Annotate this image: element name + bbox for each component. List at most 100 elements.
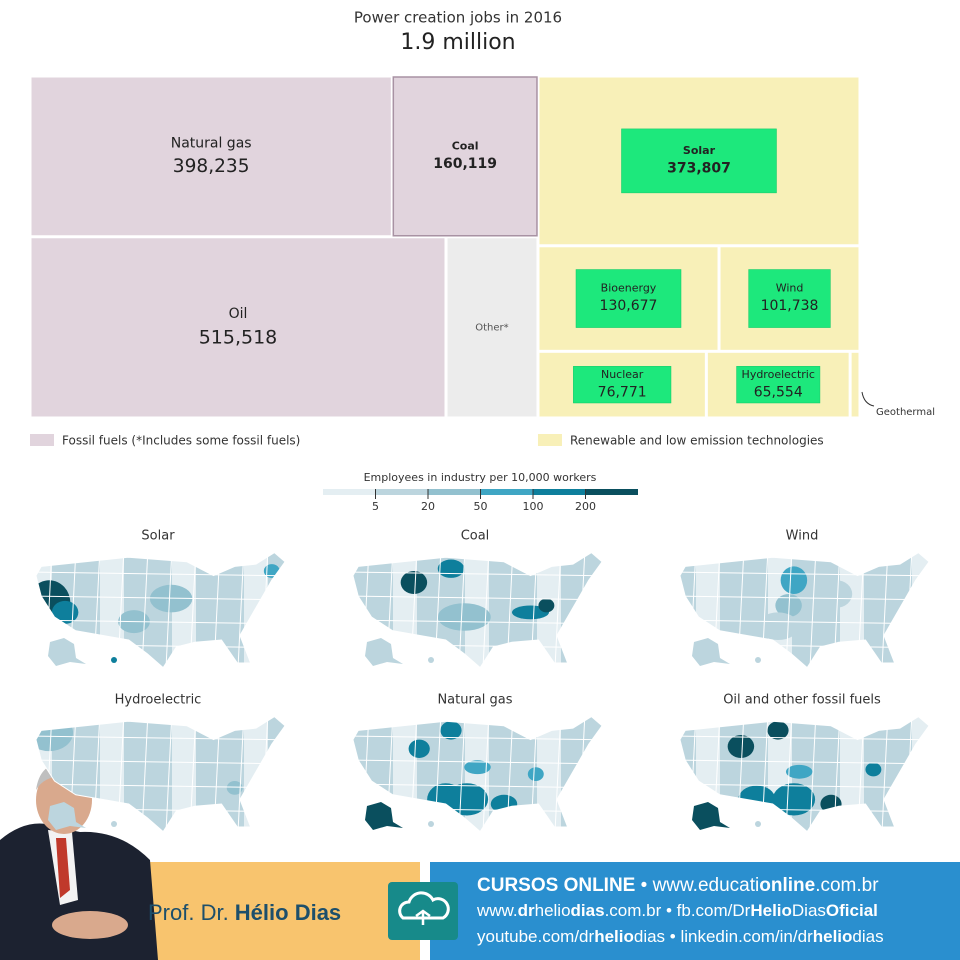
state-border xyxy=(35,735,286,741)
geothermal-arrow xyxy=(861,391,875,407)
state-border xyxy=(482,716,490,832)
map-title: Solar xyxy=(141,529,175,544)
state-border xyxy=(785,716,793,832)
cell-label: Other* xyxy=(475,322,508,333)
state-border xyxy=(352,759,603,765)
hawaii xyxy=(111,821,117,827)
country-outline xyxy=(352,551,603,669)
alaska xyxy=(48,638,86,666)
state-highlight xyxy=(775,594,802,617)
state-border xyxy=(352,735,603,741)
cell-label: Nuclear xyxy=(601,368,644,381)
legend-bin xyxy=(480,489,533,495)
state-border xyxy=(35,759,286,765)
state-block xyxy=(816,716,840,832)
state-border xyxy=(35,571,286,577)
state-border xyxy=(458,716,466,832)
legend-bin xyxy=(375,489,428,495)
cell-label: Natural gas xyxy=(171,135,252,151)
us-map xyxy=(35,715,286,833)
state-block xyxy=(124,716,148,832)
legend-tick-label: 5 xyxy=(372,500,379,513)
state-border xyxy=(165,552,173,668)
cell-label: Oil xyxy=(229,306,248,322)
alaska xyxy=(365,802,403,830)
text-segment: Hélio Dias xyxy=(235,900,341,925)
cap-icon xyxy=(415,909,431,925)
state-block xyxy=(585,716,603,832)
state-border xyxy=(679,571,930,577)
state-border xyxy=(679,595,930,601)
text-segment: dias xyxy=(852,927,883,946)
cell-value: 160,119 xyxy=(433,156,497,172)
state-border xyxy=(881,552,889,668)
treemap-cell xyxy=(30,237,446,418)
cell-value: 398,235 xyxy=(173,156,250,177)
text-segment: dias xyxy=(571,901,605,920)
map-title: Hydroelectric xyxy=(115,693,202,708)
state-block xyxy=(172,716,196,832)
state-border xyxy=(881,716,889,832)
alaska xyxy=(48,802,86,830)
state-highlight xyxy=(437,559,465,578)
cell-value: 101,738 xyxy=(761,298,819,314)
state-border xyxy=(165,716,173,832)
state-highlight xyxy=(727,735,755,758)
state-border xyxy=(554,716,562,832)
state-block xyxy=(489,552,513,668)
treemap-cell xyxy=(446,237,538,418)
text-segment: helio xyxy=(535,901,571,920)
text-segment: Prof. Dr. xyxy=(148,900,235,925)
text-segment: dias • linkedin.com/in/dr xyxy=(634,927,813,946)
us-map xyxy=(35,551,286,669)
country-outline xyxy=(679,551,930,669)
text-segment: Dias xyxy=(792,901,826,920)
legend-tick-label: 200 xyxy=(575,500,596,513)
state-block xyxy=(720,716,744,832)
state-block xyxy=(585,552,603,668)
banner-line: www.drheliodias.com.br • fb.com/DrHelioD… xyxy=(476,901,878,920)
us-map xyxy=(352,715,603,833)
text-segment: Oficial xyxy=(826,901,878,920)
cell-label: Solar xyxy=(683,144,716,157)
state-border xyxy=(352,571,603,577)
text-segment: Helio xyxy=(750,901,792,920)
alaska xyxy=(692,638,730,666)
state-highlight xyxy=(226,781,243,795)
state-highlight xyxy=(767,721,789,740)
text-segment: www. xyxy=(476,901,518,920)
banner-line: CURSOS ONLINE • www.educationline.com.br xyxy=(477,875,879,896)
text-segment: helio xyxy=(594,927,634,946)
state-block xyxy=(720,552,744,668)
country-outline xyxy=(352,715,603,833)
hawaii xyxy=(428,657,434,663)
state-block xyxy=(840,552,864,668)
hawaii xyxy=(755,821,761,827)
cell-label: Coal xyxy=(452,140,479,153)
state-highlight xyxy=(408,739,430,758)
state-block xyxy=(417,552,441,668)
state-border xyxy=(679,735,930,741)
text-segment: online xyxy=(759,875,815,896)
state-block xyxy=(100,552,124,668)
cell-label: Geothermal xyxy=(876,407,935,418)
treemap-cell xyxy=(850,351,860,418)
state-highlight xyxy=(51,600,79,624)
state-border xyxy=(237,552,245,668)
state-highlight xyxy=(865,762,882,777)
banner-name-panel xyxy=(110,862,420,960)
state-border xyxy=(679,759,930,765)
text-segment: CURSOS ONLINE xyxy=(477,875,635,896)
alaska xyxy=(692,802,730,830)
hawaii xyxy=(111,657,117,663)
state-border xyxy=(809,552,817,668)
state-block xyxy=(744,552,768,668)
state-block xyxy=(268,716,286,832)
cell-label: Wind xyxy=(776,282,804,295)
us-map xyxy=(679,551,930,669)
legend-swatch xyxy=(30,434,54,446)
state-block xyxy=(148,716,172,832)
country-outline xyxy=(35,551,286,669)
label-highlight xyxy=(748,269,831,328)
